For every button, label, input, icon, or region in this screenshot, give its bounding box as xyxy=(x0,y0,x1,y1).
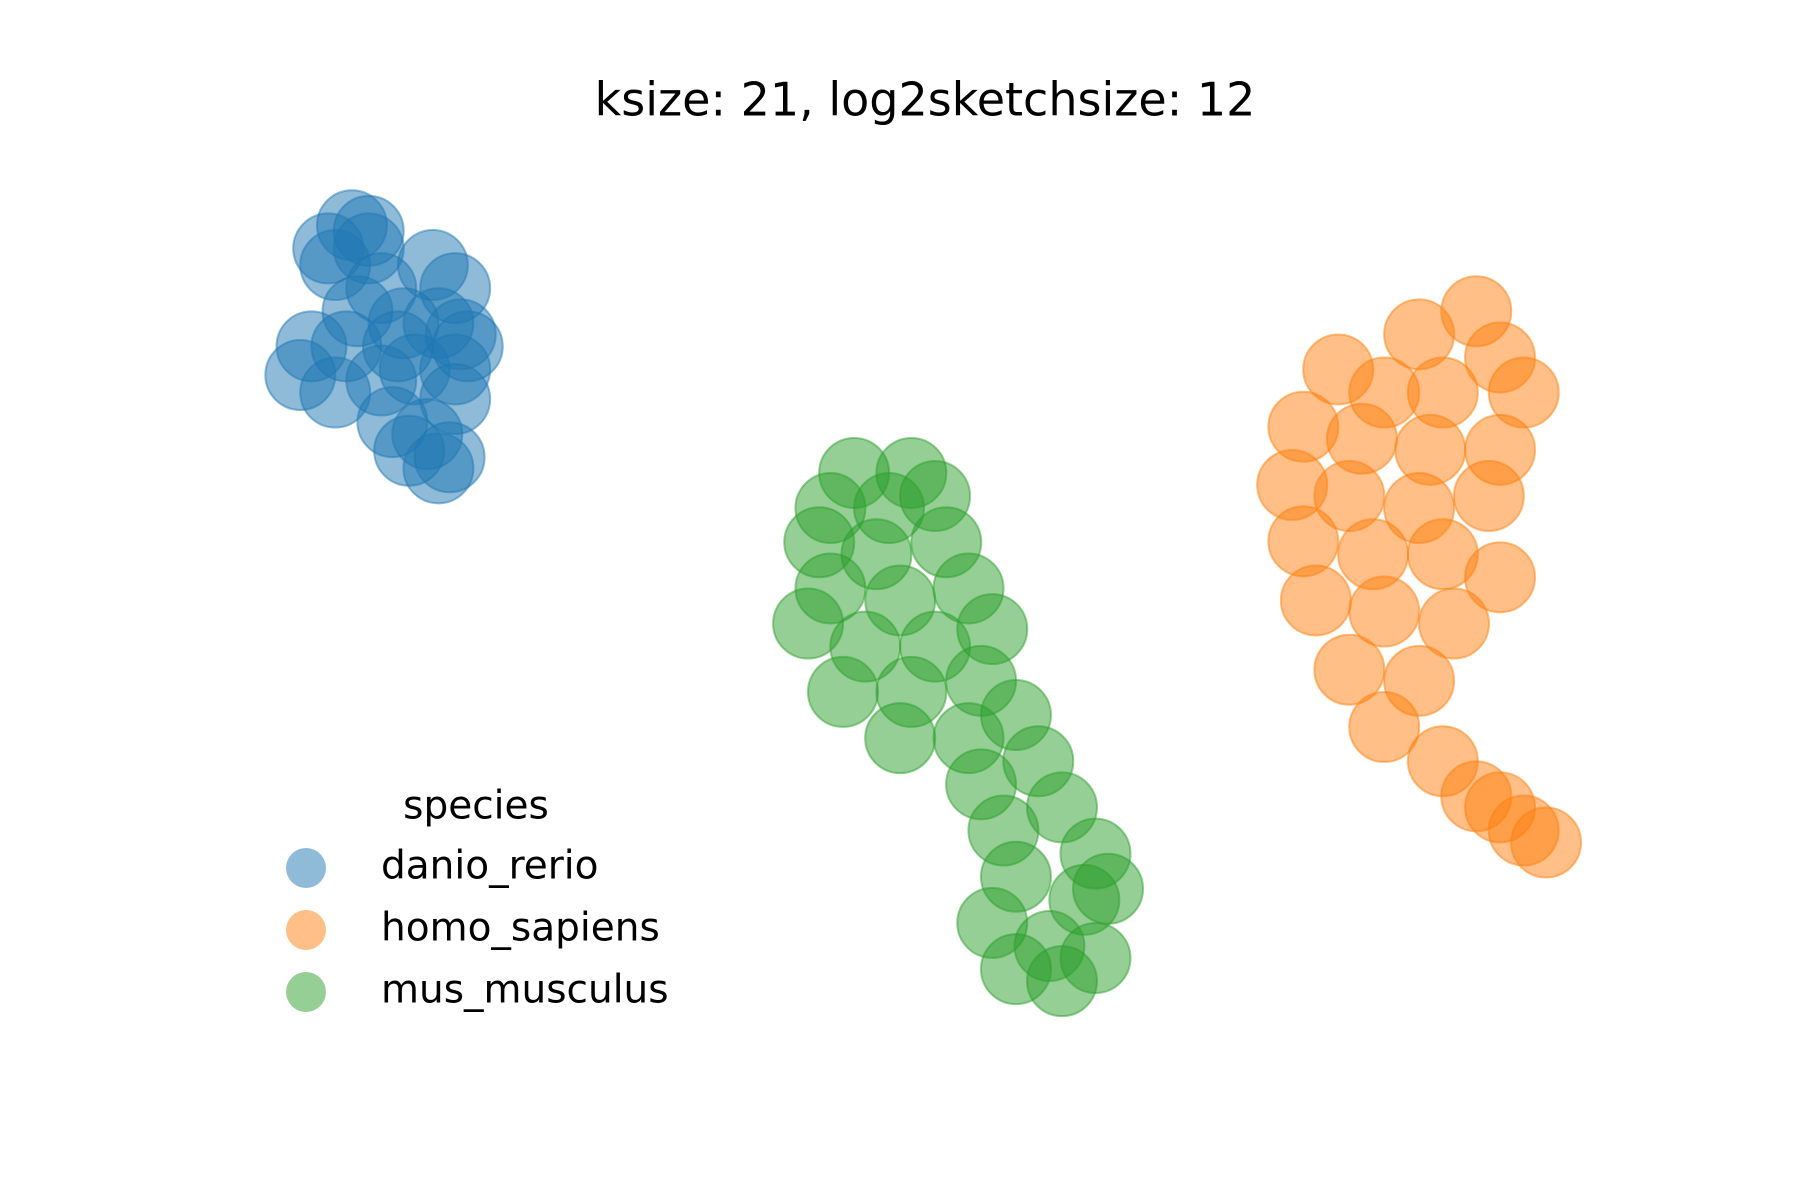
point xyxy=(1464,541,1537,614)
point xyxy=(1279,564,1352,637)
point xyxy=(1348,575,1421,648)
legend-marker xyxy=(286,910,326,950)
point xyxy=(373,414,446,487)
point xyxy=(1510,806,1583,879)
legend: species danio_rerio homo_sapiens mus_muscu… xyxy=(286,784,669,1013)
legend-label: mus_musculus xyxy=(381,968,669,1013)
point xyxy=(1348,691,1421,764)
point xyxy=(1072,852,1145,925)
legend-marker xyxy=(286,972,326,1012)
point xyxy=(1267,505,1340,578)
points xyxy=(264,189,1583,1018)
point xyxy=(806,655,879,728)
chart-title: ksize: 21, log2sketchsize: 12 xyxy=(595,73,1256,127)
legend-label: homo_sapiens xyxy=(381,906,660,951)
point xyxy=(431,310,504,383)
point xyxy=(1417,587,1490,660)
point xyxy=(1452,460,1525,533)
point xyxy=(1313,633,1386,706)
point xyxy=(864,702,937,775)
point xyxy=(1026,945,1098,1018)
legend-title: species xyxy=(403,784,549,829)
point xyxy=(361,310,434,383)
legend-marker xyxy=(286,848,326,888)
point xyxy=(292,212,365,285)
legend-label: danio_rerio xyxy=(381,844,598,889)
